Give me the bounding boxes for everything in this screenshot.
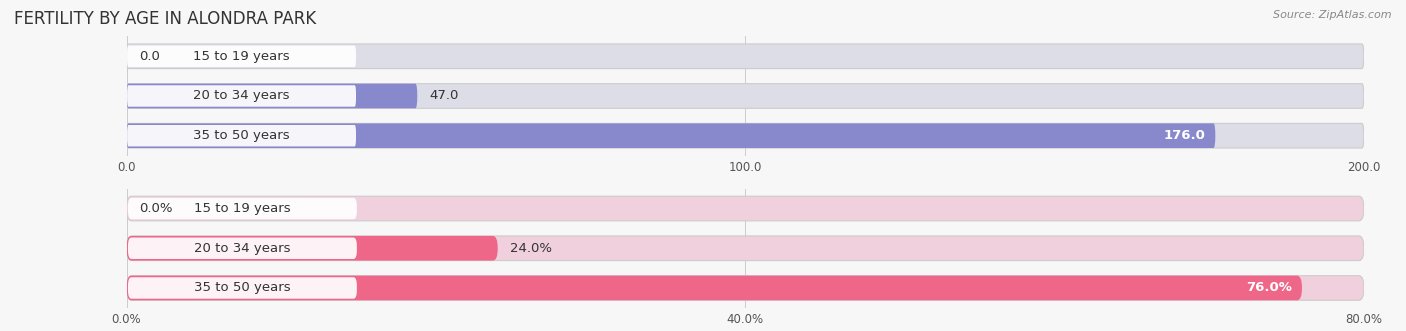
- Text: 20 to 34 years: 20 to 34 years: [194, 242, 291, 255]
- Text: 0.0: 0.0: [139, 50, 160, 63]
- FancyBboxPatch shape: [128, 277, 357, 299]
- Text: 0.0%: 0.0%: [139, 202, 173, 215]
- Text: 176.0: 176.0: [1164, 129, 1205, 142]
- Text: Source: ZipAtlas.com: Source: ZipAtlas.com: [1274, 10, 1392, 20]
- Text: 20 to 34 years: 20 to 34 years: [193, 89, 290, 103]
- FancyBboxPatch shape: [127, 44, 1364, 69]
- Text: 35 to 50 years: 35 to 50 years: [193, 129, 290, 142]
- Text: 15 to 19 years: 15 to 19 years: [194, 202, 291, 215]
- FancyBboxPatch shape: [127, 236, 498, 260]
- FancyBboxPatch shape: [127, 46, 356, 67]
- FancyBboxPatch shape: [127, 125, 356, 146]
- FancyBboxPatch shape: [128, 198, 357, 219]
- FancyBboxPatch shape: [127, 276, 1364, 300]
- FancyBboxPatch shape: [128, 238, 357, 259]
- FancyBboxPatch shape: [127, 123, 1364, 148]
- FancyBboxPatch shape: [127, 84, 418, 108]
- FancyBboxPatch shape: [127, 123, 1215, 148]
- FancyBboxPatch shape: [127, 236, 1364, 260]
- Text: 35 to 50 years: 35 to 50 years: [194, 281, 291, 295]
- Text: FERTILITY BY AGE IN ALONDRA PARK: FERTILITY BY AGE IN ALONDRA PARK: [14, 10, 316, 28]
- FancyBboxPatch shape: [127, 196, 1364, 221]
- FancyBboxPatch shape: [127, 84, 1364, 108]
- FancyBboxPatch shape: [127, 276, 1302, 300]
- Text: 47.0: 47.0: [430, 89, 458, 103]
- Text: 15 to 19 years: 15 to 19 years: [193, 50, 290, 63]
- Text: 24.0%: 24.0%: [510, 242, 553, 255]
- FancyBboxPatch shape: [127, 85, 356, 107]
- Text: 76.0%: 76.0%: [1246, 281, 1292, 295]
